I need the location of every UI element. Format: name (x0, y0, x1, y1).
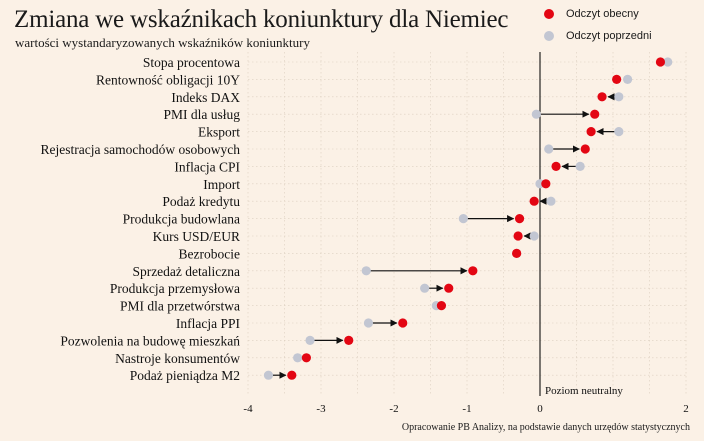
category-label: Produkcja przemysłowa (110, 281, 240, 296)
current-value-dot (551, 161, 561, 171)
category-label: Inflacja CPI (174, 159, 240, 174)
previous-value-dot (363, 318, 374, 328)
category-label: Produkcja budowlana (123, 212, 240, 227)
legend-label-previous: Odczyt poprzedni (566, 30, 652, 42)
category-label: Import (203, 177, 240, 192)
category-label: Indeks DAX (171, 90, 240, 105)
previous-value-dot (544, 144, 554, 154)
x-tick-label: -3 (316, 403, 326, 415)
legend-item-current: Odczyt obecny (544, 3, 652, 25)
x-tick-label: -4 (243, 403, 253, 415)
current-value-dot (590, 109, 600, 119)
current-value-dot (468, 266, 478, 276)
category-label: Rejestracja samochodów osobowych (41, 142, 241, 157)
current-value-dot (444, 283, 454, 293)
current-value-dot (301, 353, 311, 363)
x-tick-label: 2 (683, 403, 689, 415)
previous-value-dot (614, 92, 624, 102)
legend-item-previous: Odczyt poprzedni (544, 25, 652, 47)
x-tick-label: -2 (389, 403, 398, 415)
previous-value-dot (614, 127, 624, 137)
current-value-dot (597, 92, 607, 102)
previous-value-dot (623, 74, 633, 84)
legend: Odczyt obecny Odczyt poprzedni (544, 3, 652, 47)
current-value-dot (580, 144, 590, 154)
x-tick-label: -1 (462, 403, 471, 415)
previous-value-dot (663, 57, 673, 67)
previous-value-dot (263, 370, 274, 380)
current-value-dot (655, 57, 666, 67)
current-value-dot (612, 74, 622, 84)
chart-title: Zmiana we wskaźnikach koniunktury dla Ni… (14, 6, 509, 33)
category-label: Podaż pieniądza M2 (130, 368, 240, 383)
previous-value-dot (531, 109, 541, 119)
neutral-level-label: Poziom neutralny (545, 385, 623, 397)
category-label: Inflacja PPI (176, 316, 241, 331)
current-value-dot (529, 196, 539, 206)
previous-value-dot (458, 214, 468, 224)
x-tick-label: 0 (537, 403, 543, 415)
current-value-dot (344, 335, 354, 345)
previous-value-dot (361, 266, 371, 276)
legend-label-current: Odczyt obecny (566, 8, 639, 20)
current-value-dot (541, 179, 551, 189)
current-value-dot (398, 318, 408, 328)
current-value-dot (287, 370, 297, 380)
previous-value-dot (420, 283, 430, 293)
previous-value-dot (529, 231, 539, 241)
previous-value-dot (575, 161, 585, 171)
source-note: Opracowanie PB Analizy, na podstawie dan… (401, 422, 690, 433)
category-label: Stopa procentowa (143, 55, 240, 70)
current-value-dot (514, 214, 525, 224)
legend-marker-previous (544, 31, 554, 41)
current-value-dot (586, 127, 596, 137)
previous-value-dot (293, 353, 303, 363)
current-value-dot (512, 248, 522, 258)
category-label: Podaż kredytu (162, 194, 240, 209)
previous-value-dot (305, 335, 315, 345)
category-label: Kurs USD/EUR (153, 229, 240, 244)
current-value-dot (513, 231, 523, 241)
category-label: PMI dla usług (163, 107, 240, 122)
category-label: PMI dla przetwórstwa (120, 299, 240, 314)
category-label: Eksport (198, 125, 240, 140)
chart-subtitle: wartości wystandaryzowanych wskaźników k… (15, 35, 310, 50)
previous-value-dot (546, 196, 556, 206)
category-label: Sprzedaż detaliczna (132, 264, 240, 279)
category-label: Pozwolenia na budowę mieszkań (60, 333, 240, 348)
category-label: Bezrobocie (179, 246, 240, 261)
category-label: Rentowność obligacji 10Y (96, 72, 240, 87)
legend-marker-current (544, 9, 554, 19)
category-label: Nastroje konsumentów (115, 351, 240, 366)
current-value-dot (436, 301, 447, 311)
